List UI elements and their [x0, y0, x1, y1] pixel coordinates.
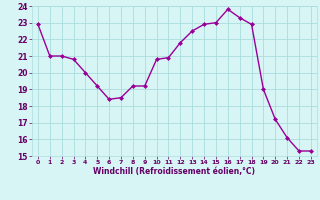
X-axis label: Windchill (Refroidissement éolien,°C): Windchill (Refroidissement éolien,°C): [93, 167, 255, 176]
